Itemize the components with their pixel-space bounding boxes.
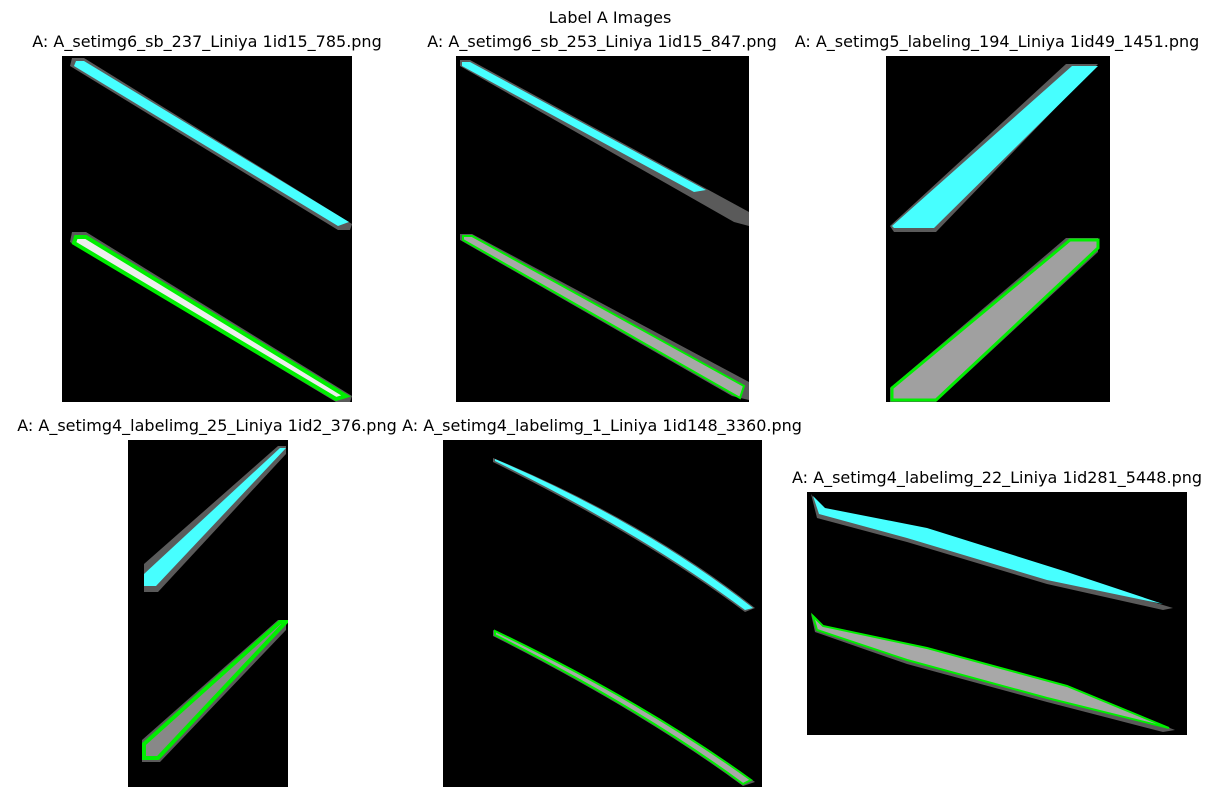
figure-title: Label A Images	[548, 8, 672, 27]
panel-3-title: A: A_setimg5_labeling_194_Liniya 1id49_1…	[794, 32, 1200, 51]
panel-1-title: A: A_setimg6_sb_237_Liniya 1id15_785.png	[32, 32, 382, 51]
panel-6-image	[807, 492, 1187, 735]
panel-6-title: A: A_setimg4_labelimg_22_Liniya 1id281_5…	[791, 468, 1203, 487]
panel-2-title: A: A_setimg6_sb_253_Liniya 1id15_847.png	[427, 32, 777, 51]
panel-3-image	[886, 56, 1110, 402]
panel-4-image	[128, 440, 288, 787]
panel-1-image	[62, 56, 352, 402]
panel-2-image	[456, 56, 749, 402]
panel-4-title: A: A_setimg4_labelimg_25_Liniya 1id2_376…	[17, 416, 397, 435]
panel-5-image	[443, 440, 762, 787]
panel-5-title: A: A_setimg4_labelimg_1_Liniya 1id148_33…	[402, 416, 802, 435]
